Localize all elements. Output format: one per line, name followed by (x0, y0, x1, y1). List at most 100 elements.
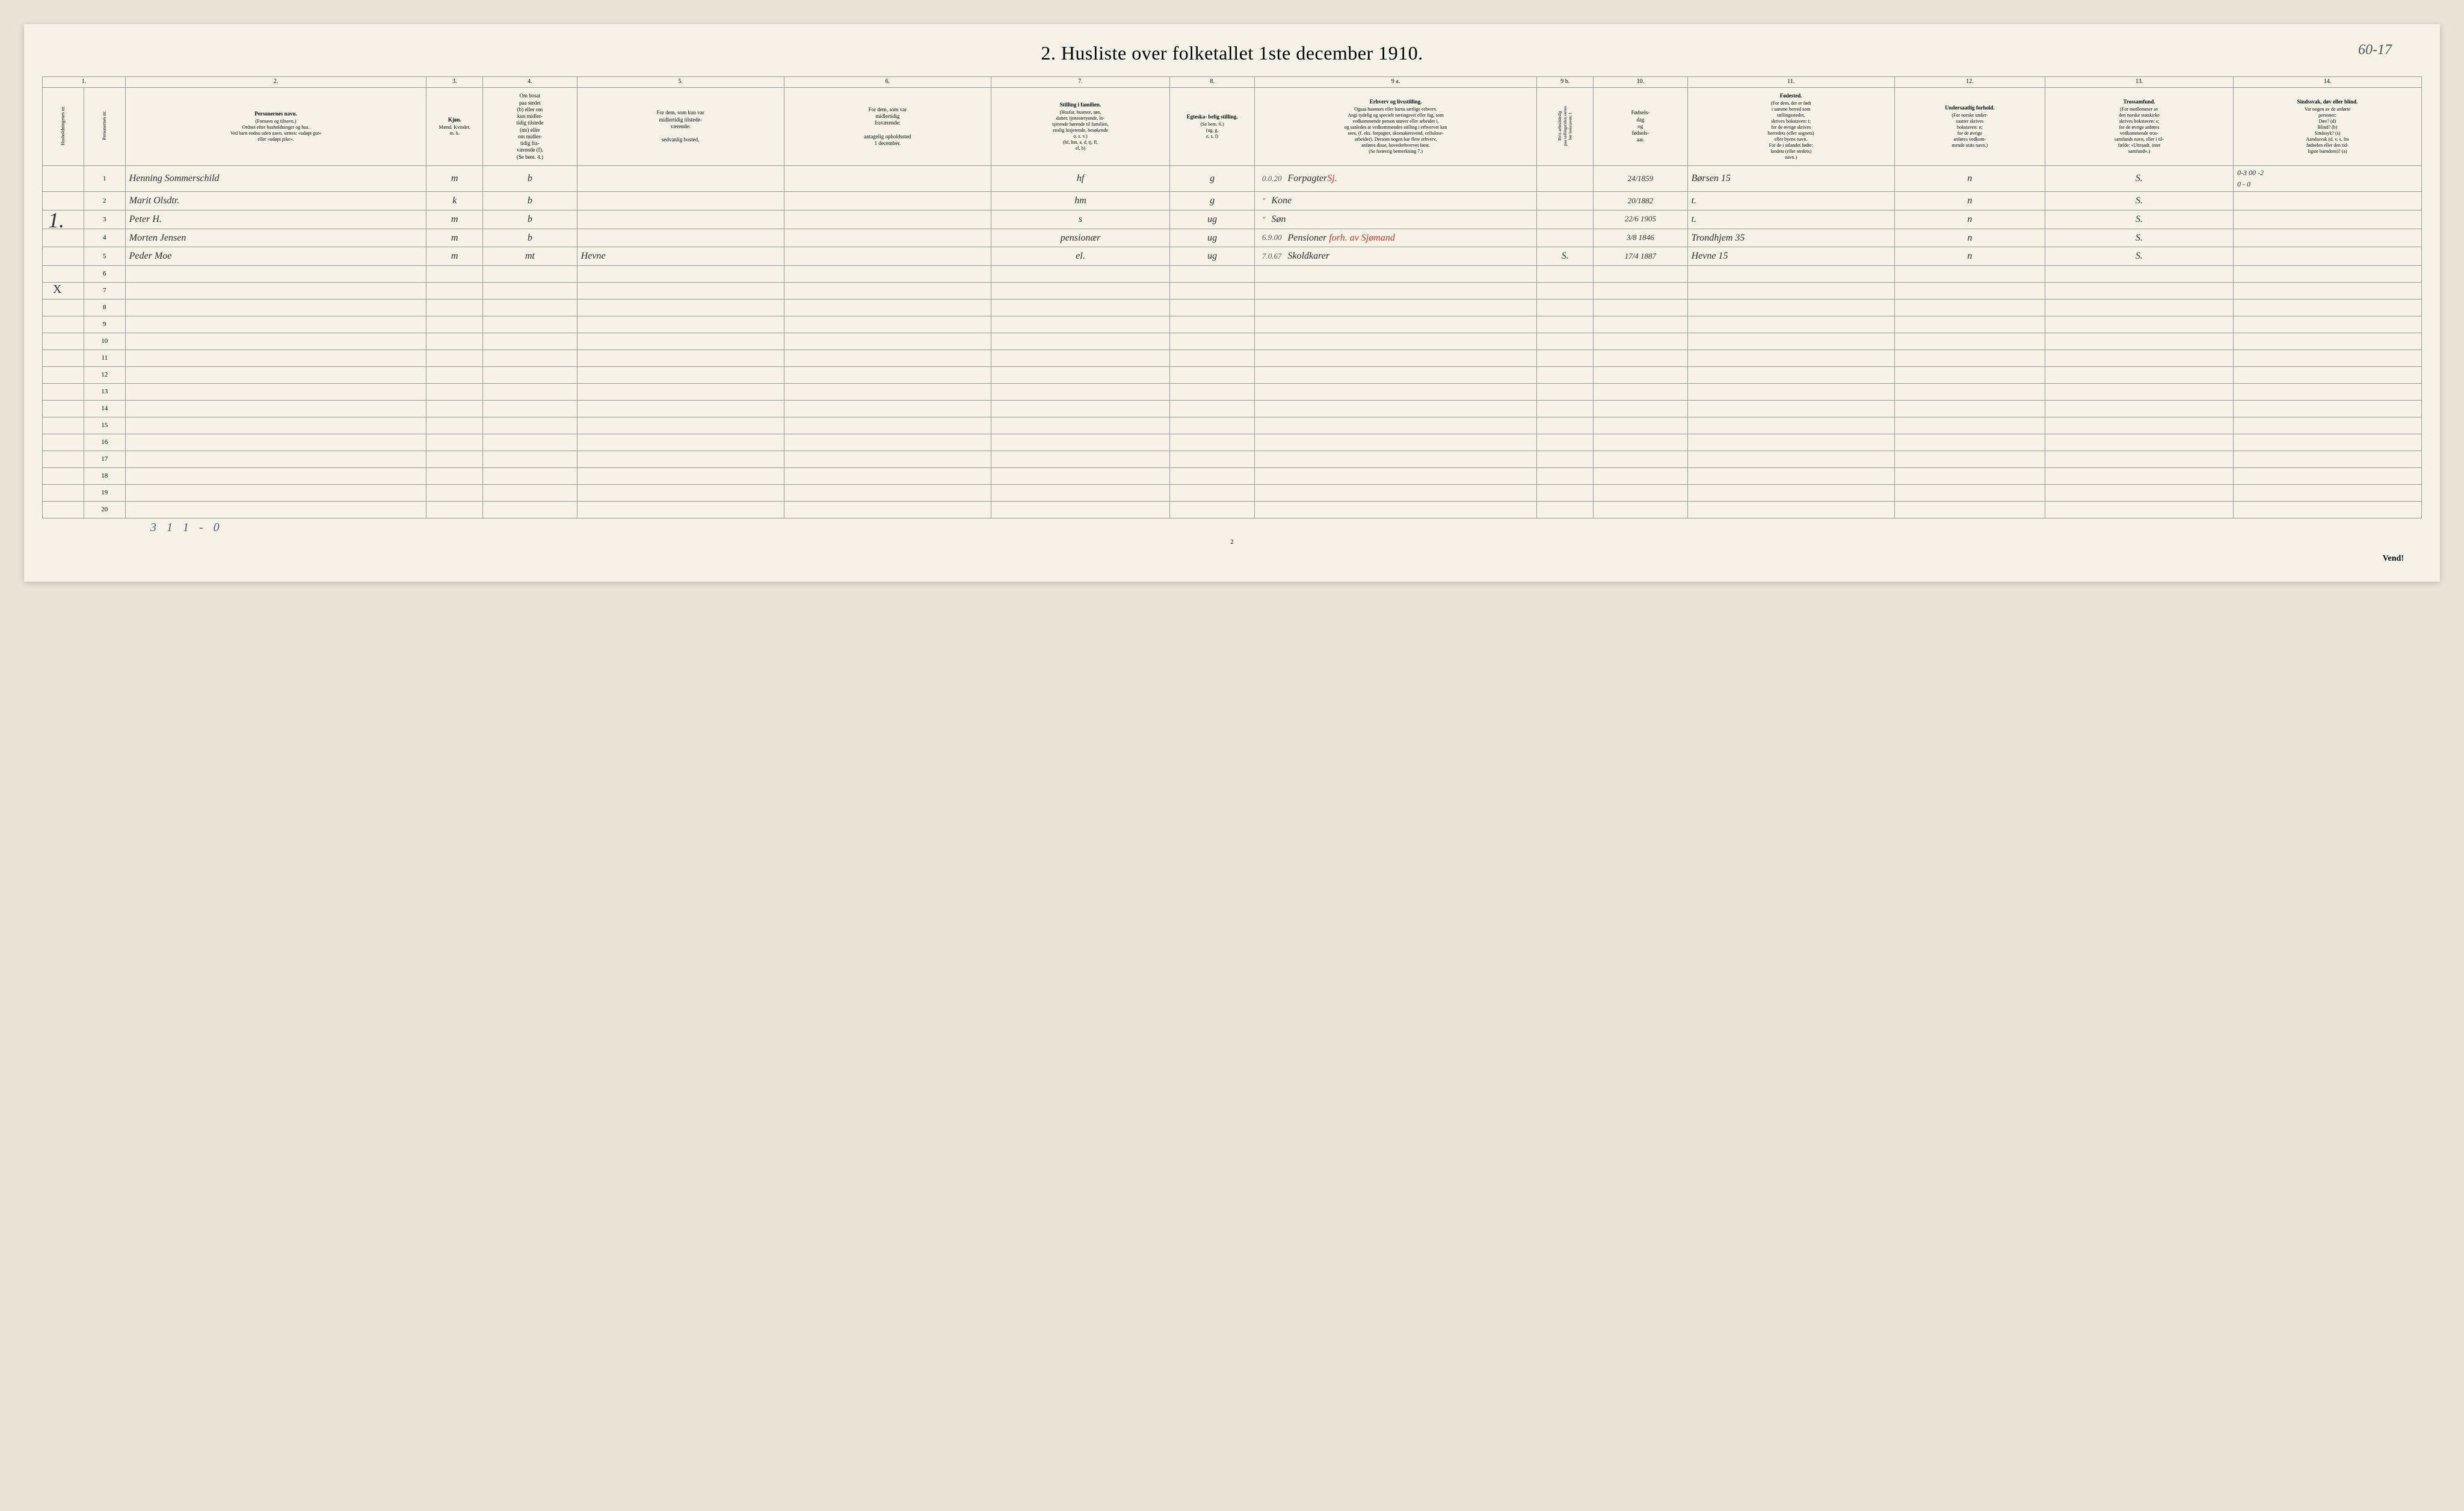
empty-cell (1594, 366, 1687, 383)
hdr-birthplace: Fødested. (For dem, der er født i samme … (1687, 88, 1894, 166)
empty-cell (2045, 417, 2234, 434)
empty-cell (2233, 349, 2421, 366)
hdr-household-no: Husholdningenes nr. (43, 88, 84, 166)
residence-cell: b (483, 192, 577, 211)
empty-cell (991, 434, 1169, 451)
empty-cell (1687, 417, 1894, 434)
hdr-occupation: Erhverv og livsstilling. Ogsaa husmors e… (1254, 88, 1536, 166)
empty-cell (427, 299, 483, 316)
empty-cell (784, 383, 991, 400)
row-x-mark: X (53, 283, 61, 297)
person-number: 11 (84, 349, 125, 366)
empty-cell (784, 299, 991, 316)
table-row: 1Henning Sommerschildmbhfg0.0.20 Forpagt… (43, 166, 2422, 192)
footer-page-number: 2 (42, 538, 2422, 546)
empty-cell (1594, 265, 1687, 282)
colnum-5: 5. (577, 77, 784, 88)
hdr-marital: Egteska- belig stilling. (Se bem. 6.) (u… (1170, 88, 1255, 166)
empty-cell (577, 434, 784, 451)
colnum-13: 13. (2045, 77, 2234, 88)
empty-cell (1894, 484, 2045, 501)
colnum-2: 2. (125, 77, 427, 88)
empty-cell (1537, 434, 1594, 451)
birth-cell: 22/6 1905 (1594, 210, 1687, 229)
marital-cell: ug (1170, 210, 1255, 229)
empty-cell (1894, 434, 2045, 451)
person-number: 15 (84, 417, 125, 434)
hdr-religion: Trossamfund. (For medlemmer av den norsk… (2045, 88, 2234, 166)
family-cell: el. (991, 247, 1169, 266)
empty-cell (2045, 299, 2234, 316)
empty-cell (483, 265, 577, 282)
empty-cell (1537, 467, 1594, 484)
sex-cell: m (427, 229, 483, 247)
empty-cell (125, 501, 427, 518)
empty-cell (784, 417, 991, 434)
empty-cell (1687, 333, 1894, 349)
empty-cell (2045, 451, 2234, 467)
empty-cell (1687, 501, 1894, 518)
religion-cell: S. (2045, 192, 2234, 211)
empty-cell (1594, 467, 1687, 484)
family-cell: hm (991, 192, 1169, 211)
empty-cell (427, 366, 483, 383)
empty-cell (991, 333, 1169, 349)
table-row: 4Morten Jensenmbpensionærug6.9.00 Pensio… (43, 229, 2422, 247)
empty-cell (483, 349, 577, 366)
person-number: 6 (84, 265, 125, 282)
census-table: 1. 2. 3. 4. 5. 6. 7. 8. 9 a. 9 b. 10. 11… (42, 76, 2422, 519)
empty-cell (2045, 282, 2234, 299)
empty-cell (1537, 265, 1594, 282)
empty-cell (1687, 366, 1894, 383)
household-cell (43, 434, 84, 451)
empty-cell (2233, 333, 2421, 349)
empty-cell (483, 501, 577, 518)
empty-cell (483, 366, 577, 383)
empty-cell (2233, 282, 2421, 299)
table-row-empty: 11 (43, 349, 2422, 366)
person-number: 14 (84, 400, 125, 417)
table-row-empty: 14 (43, 400, 2422, 417)
empty-cell (1687, 484, 1894, 501)
name-cell: Henning Sommerschild (125, 166, 427, 192)
colnum-1: 1. (43, 77, 126, 88)
empty-cell (784, 434, 991, 451)
birthplace-cell: Børsen 15 (1687, 166, 1894, 192)
empty-cell (125, 299, 427, 316)
household-cell (43, 265, 84, 282)
empty-cell (483, 467, 577, 484)
empty-cell (1894, 316, 2045, 333)
empty-cell (2045, 383, 2234, 400)
empty-cell (427, 316, 483, 333)
occupation-cell: 6.9.00 Pensioner forh. av Sjømand (1254, 229, 1536, 247)
birthplace-cell: Hevne 15 (1687, 247, 1894, 266)
table-row-empty: 6 (43, 265, 2422, 282)
empty-cell (1537, 366, 1594, 383)
temp-present-cell (577, 166, 784, 192)
hdr-unemployed: Hvis arbeidsledig paa tællingstiden sætt… (1537, 88, 1594, 166)
empty-cell (483, 299, 577, 316)
empty-cell (2233, 434, 2421, 451)
empty-cell (991, 484, 1169, 501)
empty-cell (2233, 400, 2421, 417)
birthplace-cell: Trondhjem 35 (1687, 229, 1894, 247)
empty-cell (784, 467, 991, 484)
empty-cell (1894, 400, 2045, 417)
empty-cell (1894, 333, 2045, 349)
empty-cell (991, 400, 1169, 417)
table-row-empty: 9 (43, 316, 2422, 333)
empty-cell (1594, 383, 1687, 400)
hdr-citizenship: Undersaatlig forhold. (For norske under-… (1894, 88, 2045, 166)
person-number: 1 (84, 166, 125, 192)
empty-cell (1687, 400, 1894, 417)
empty-cell (784, 366, 991, 383)
occupation-cell: 0.0.20 ForpagterSj. (1254, 166, 1536, 192)
occupation-cell: 7.0.67 Skoldkarer (1254, 247, 1536, 266)
disability-cell (2233, 210, 2421, 229)
page-title: 2. Husliste over folketallet 1ste decemb… (42, 42, 2422, 64)
empty-cell (483, 383, 577, 400)
empty-cell (427, 501, 483, 518)
empty-cell (1537, 501, 1594, 518)
person-number: 13 (84, 383, 125, 400)
hdr-name: Personernes navn. (Fornavn og tilnavn.) … (125, 88, 427, 166)
